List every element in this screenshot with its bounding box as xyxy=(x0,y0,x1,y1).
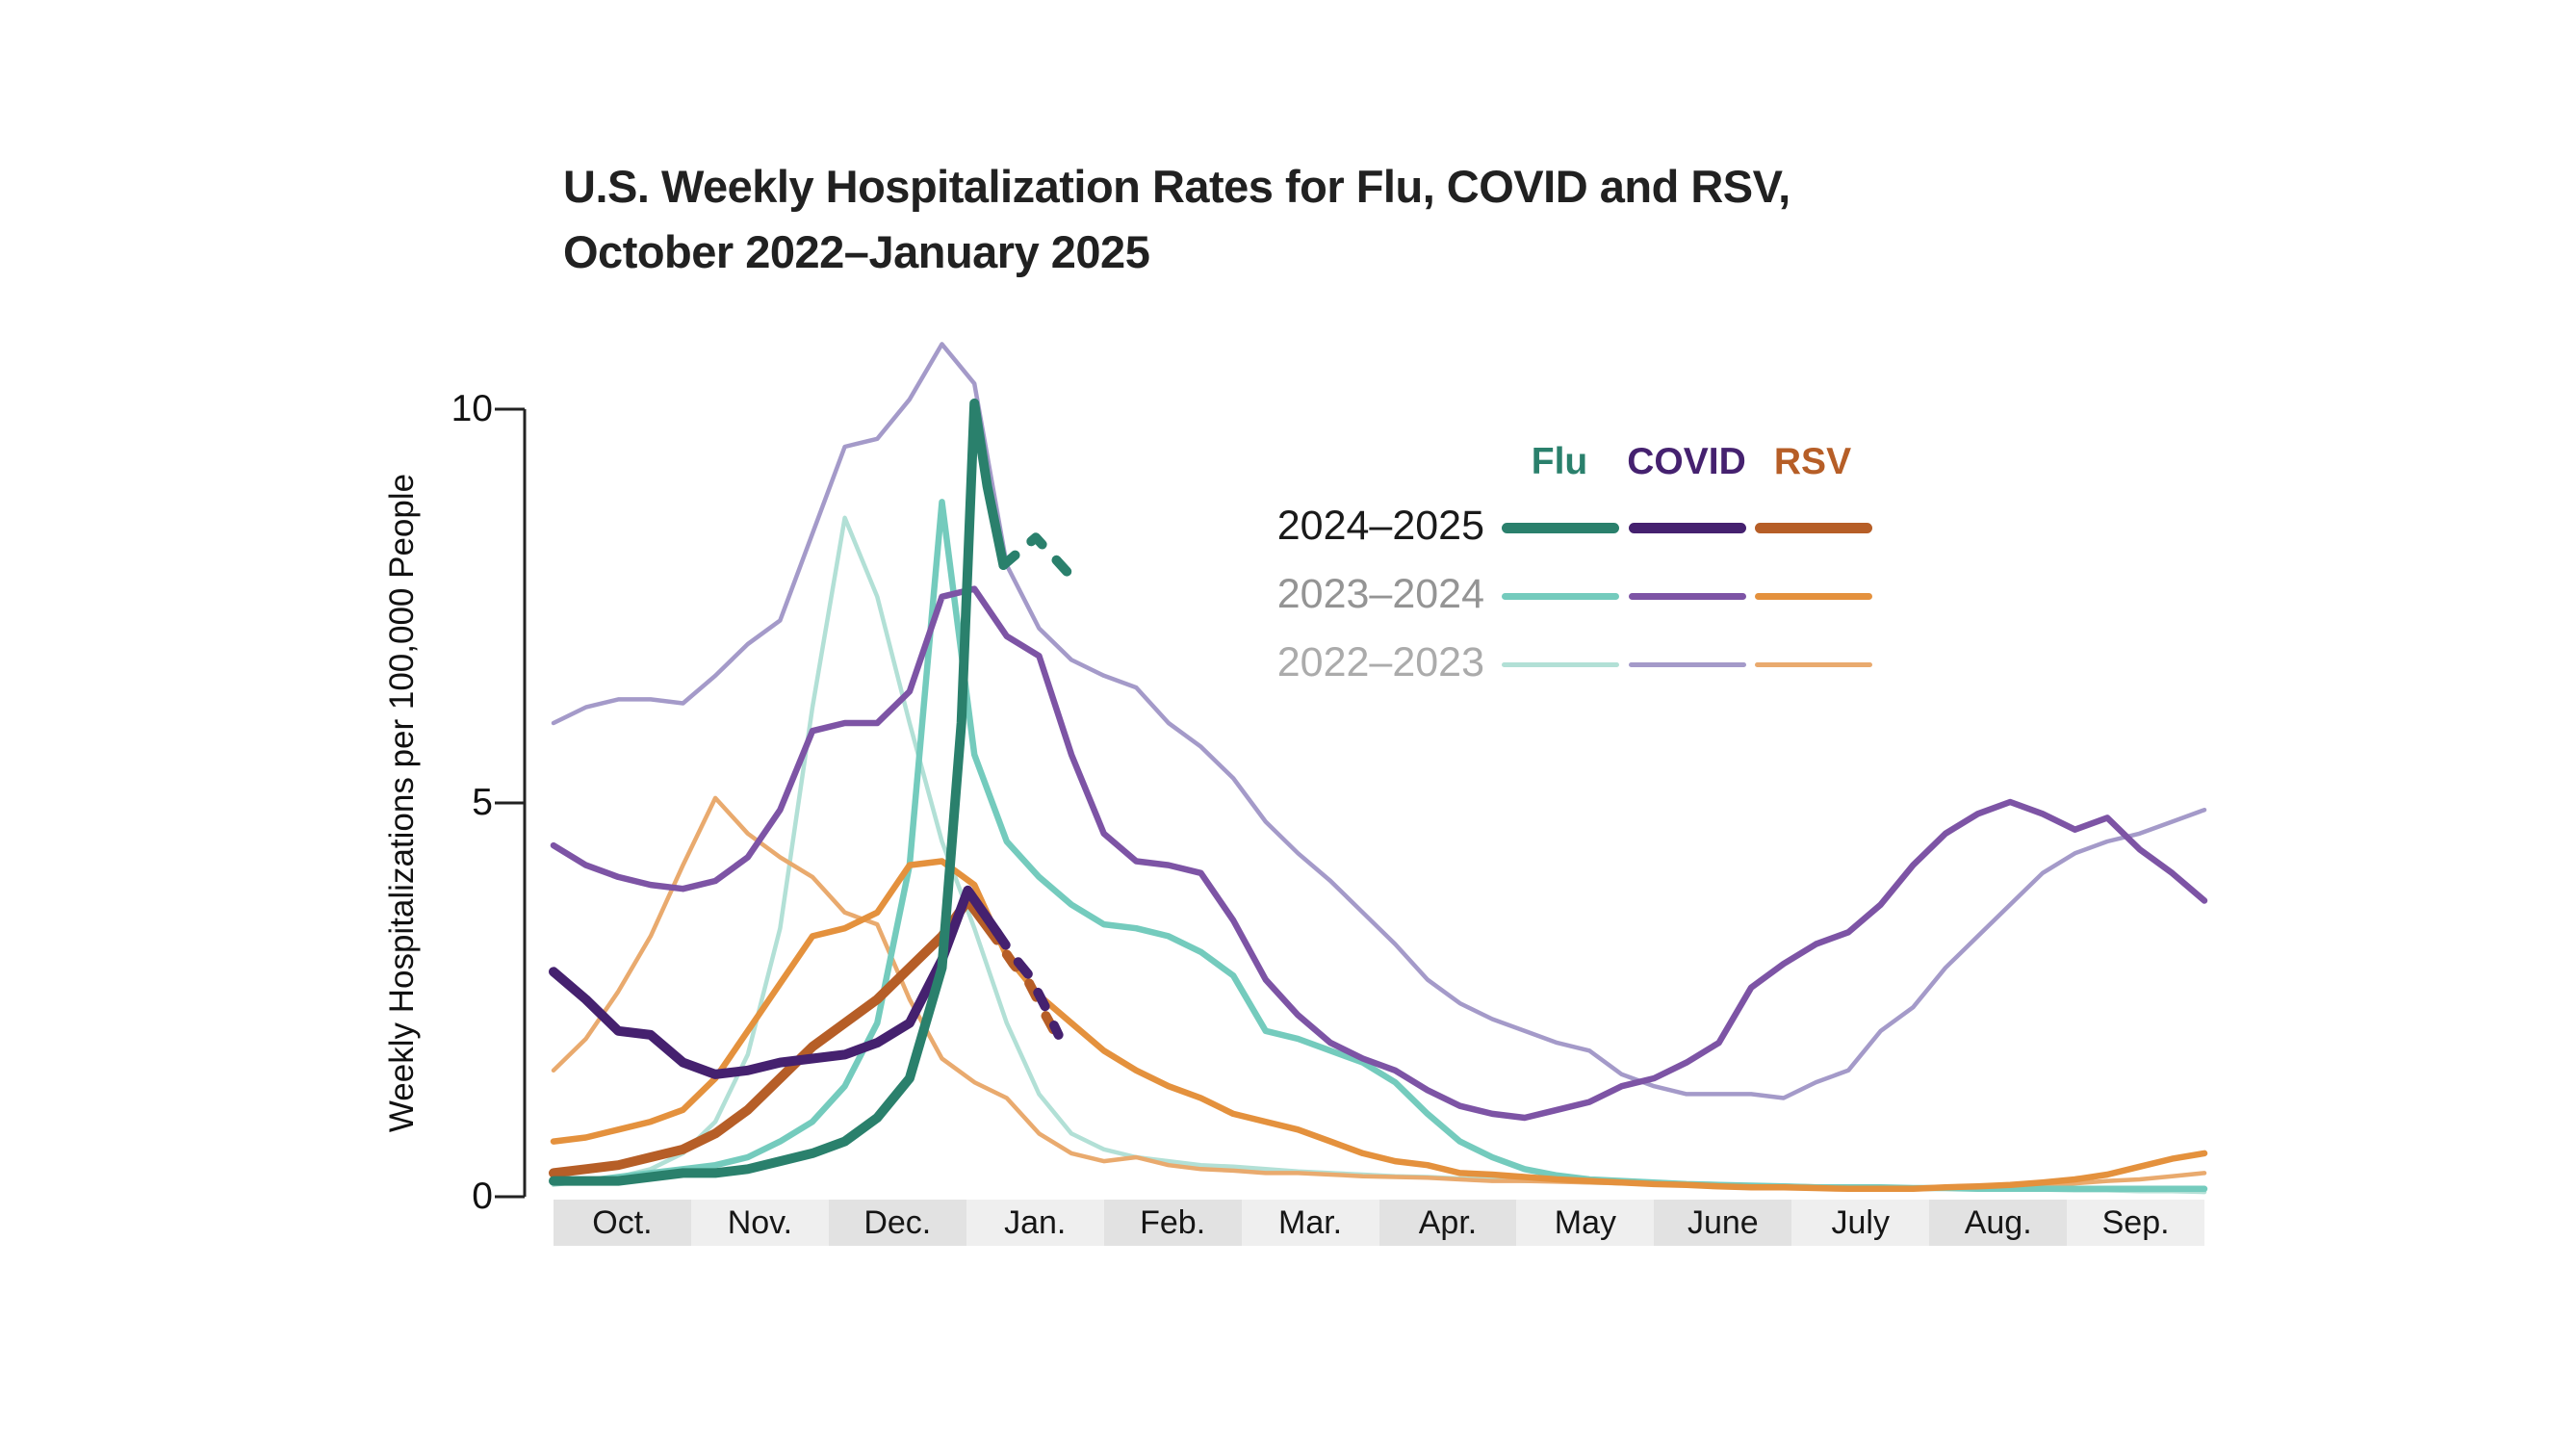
legend-swatch-covid-2024-2025 xyxy=(1629,522,1746,533)
series-line-covid-2024-2025 xyxy=(549,885,1002,1079)
month-label-nov: Nov. xyxy=(690,1200,829,1246)
month-label-dec: Dec. xyxy=(828,1200,966,1246)
series-line-covid-2022-2023 xyxy=(551,342,2207,1100)
legend-swatch-rsv-2022-2023 xyxy=(1755,661,1872,667)
legend-swatch-flu-2024-2025 xyxy=(1502,522,1619,533)
legend-swatch-covid-2022-2023 xyxy=(1629,661,1746,667)
series-line-flu-2024-2025 xyxy=(549,398,1009,1186)
legend-swatch-flu-2023-2024 xyxy=(1502,592,1619,600)
series-line-covid-2023-2024 xyxy=(550,585,2208,1122)
legend-swatch-rsv-2023-2024 xyxy=(1755,592,1872,600)
month-label-may: May xyxy=(1516,1200,1655,1246)
x-axis-month-strip: Oct. Nov. Dec. Jan. Feb. Mar. Apr. May June July A… xyxy=(554,1200,2205,1246)
chart-title: U.S. Weekly Hospitalization Rates for Fl… xyxy=(563,161,1790,278)
month-label-oct: Oct. xyxy=(554,1200,691,1246)
month-label-june: June xyxy=(1654,1200,1792,1246)
legend-swatch-covid-2023-2024 xyxy=(1629,592,1746,600)
legend-row-label-2022-2023: 2022–2023 xyxy=(1276,639,1484,685)
legend-header-rsv: RSV xyxy=(1773,441,1852,482)
legend-swatch-rsv-2024-2025 xyxy=(1755,522,1872,533)
y-tick-label-10: 10 xyxy=(451,388,493,429)
y-tick-label-5: 5 xyxy=(472,782,493,823)
series-line-rsv-2024-2025 xyxy=(549,895,1002,1178)
y-tick-label-0: 0 xyxy=(472,1176,493,1217)
series-line-flu-2022-2023 xyxy=(551,515,2207,1195)
series-line-rsv-2024-2025-projection xyxy=(992,935,1064,1044)
month-label-july: July xyxy=(1791,1200,1930,1246)
legend-header-covid: COVID xyxy=(1627,441,1746,482)
legend-row-label-2023-2024: 2023–2024 xyxy=(1276,571,1484,617)
series-line-flu-2024-2025-projection xyxy=(998,532,1073,579)
legend-row-label-2024-2025: 2024–2025 xyxy=(1276,503,1484,549)
month-label-aug: Aug. xyxy=(1929,1200,2068,1246)
month-label-apr: Apr. xyxy=(1378,1200,1517,1246)
month-label-mar: Mar. xyxy=(1241,1200,1379,1246)
month-label-jan: Jan. xyxy=(966,1200,1104,1246)
legend-swatch-flu-2022-2023 xyxy=(1502,661,1619,667)
series-line-covid-2024-2025-projection xyxy=(992,927,1064,1040)
series-line-rsv-2023-2024 xyxy=(550,858,2208,1193)
month-label-sep: Sep. xyxy=(2067,1200,2205,1246)
legend-header-flu: Flu xyxy=(1531,441,1588,482)
month-label-feb: Feb. xyxy=(1103,1200,1242,1246)
